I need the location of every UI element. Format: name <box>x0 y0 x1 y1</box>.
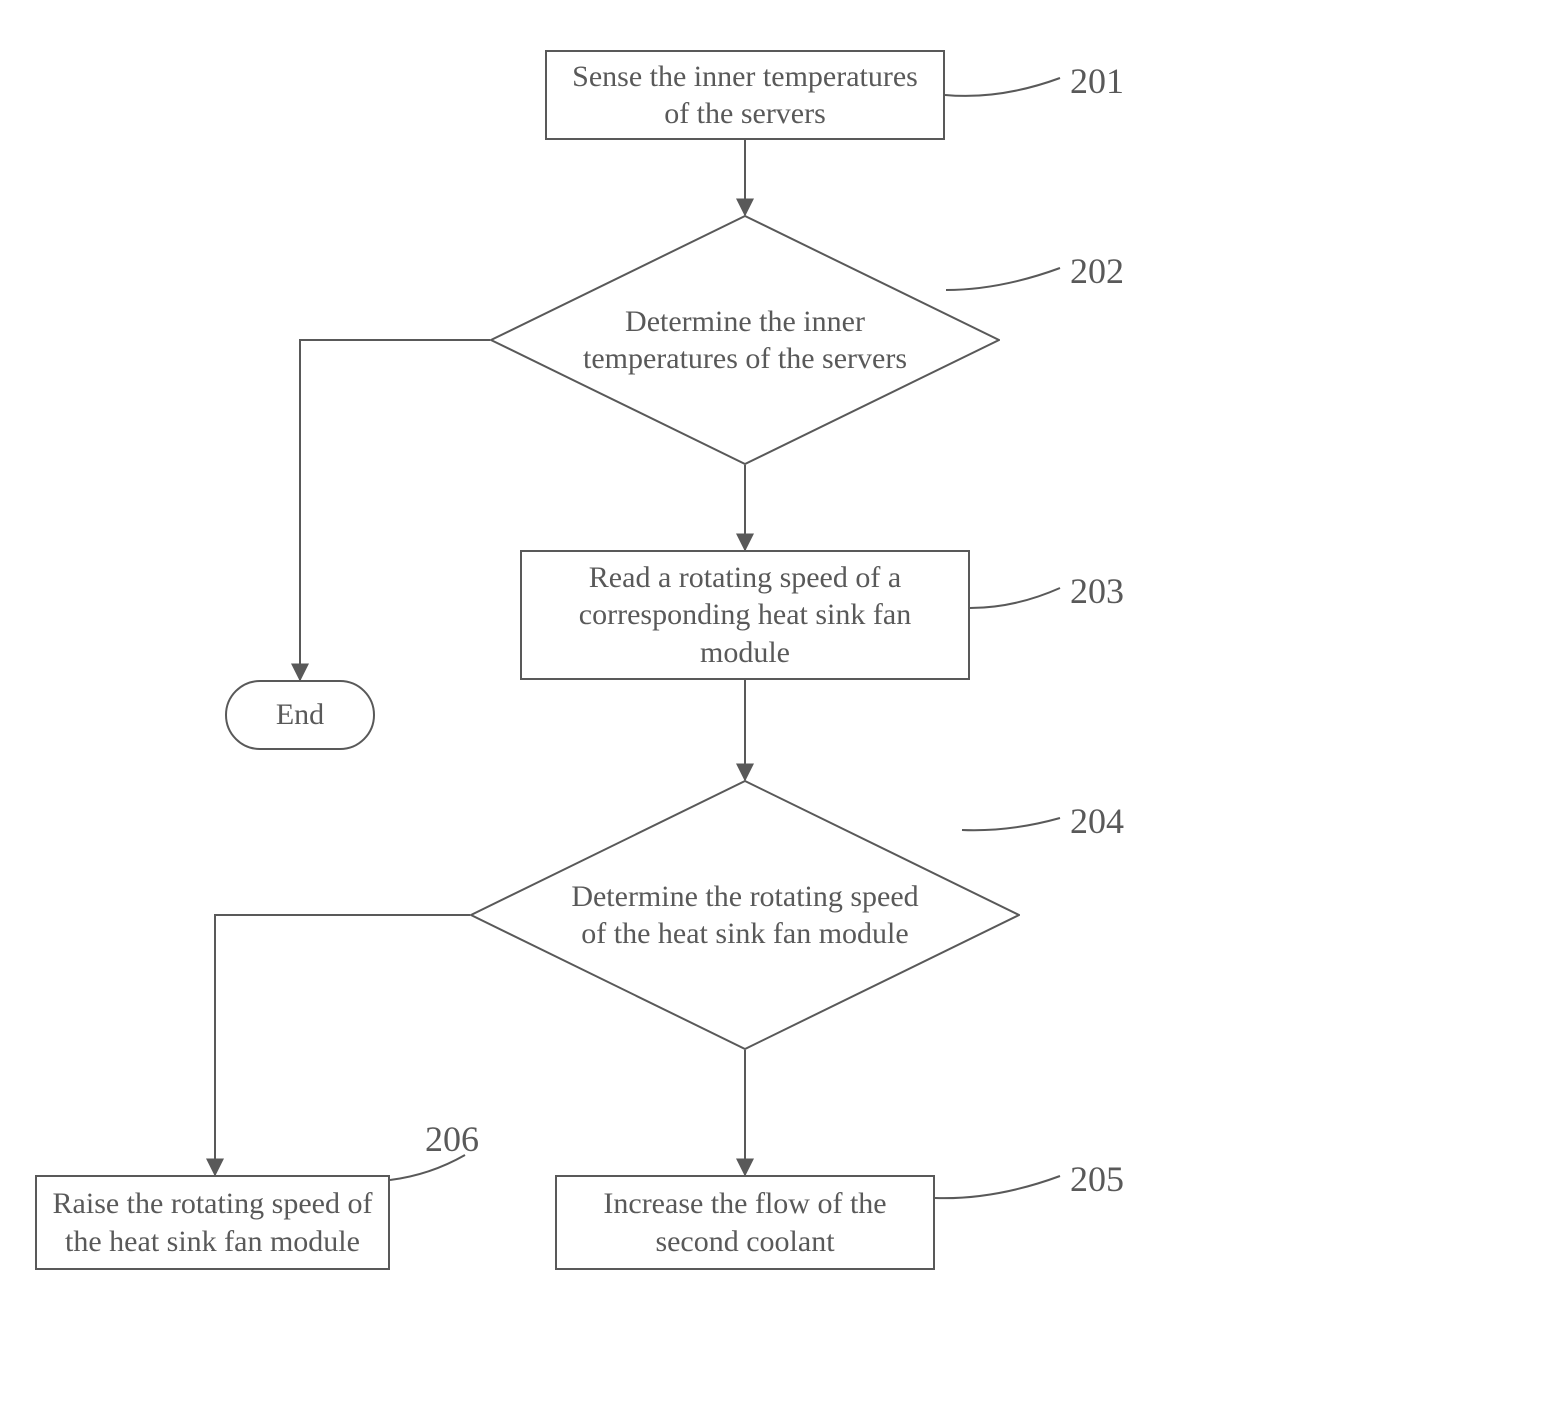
terminator-end: End <box>225 680 375 750</box>
ref-label-206: 206 <box>425 1118 479 1160</box>
decision-204: Determine the rotating speed of the heat… <box>470 780 1020 1050</box>
process-203: Read a rotating speed of a corresponding… <box>520 550 970 680</box>
ref-label-201: 201 <box>1070 60 1124 102</box>
edge-202-end <box>300 340 490 680</box>
process-201: Sense the inner temperatures of the serv… <box>545 50 945 140</box>
process-205: Increase the flow of the second coolant <box>555 1175 935 1270</box>
ref-label-204: 204 <box>1070 800 1124 842</box>
decision-202-text: Determine the inner temperatures of the … <box>490 215 1000 465</box>
ref-label-205: 205 <box>1070 1158 1124 1200</box>
process-206-text: Raise the rotating speed of the heat sin… <box>51 1185 374 1260</box>
process-205-text: Increase the flow of the second coolant <box>571 1185 919 1260</box>
leader-205 <box>935 1176 1060 1198</box>
leader-201 <box>945 78 1060 96</box>
decision-202: Determine the inner temperatures of the … <box>490 215 1000 465</box>
leader-203 <box>970 588 1060 608</box>
decision-204-text: Determine the rotating speed of the heat… <box>470 780 1020 1050</box>
terminator-end-text: End <box>276 698 324 732</box>
process-203-text: Read a rotating speed of a corresponding… <box>536 559 954 672</box>
flowchart-canvas: Sense the inner temperatures of the serv… <box>0 0 1568 1412</box>
ref-label-202: 202 <box>1070 250 1124 292</box>
process-206: Raise the rotating speed of the heat sin… <box>35 1175 390 1270</box>
ref-label-203: 203 <box>1070 570 1124 612</box>
process-201-text: Sense the inner temperatures of the serv… <box>561 58 929 133</box>
